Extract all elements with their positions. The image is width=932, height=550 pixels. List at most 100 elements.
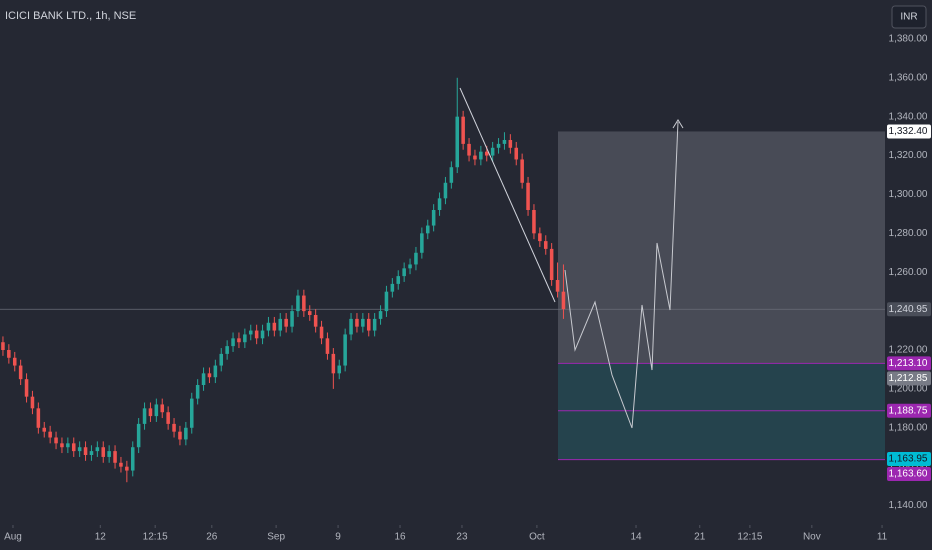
x-tick-label: 14: [630, 532, 642, 543]
x-tick-label: 21: [694, 532, 706, 543]
price-label: 1,240.95: [889, 304, 928, 315]
candle-body: [337, 365, 342, 374]
candle-body: [266, 322, 271, 331]
x-tick-label: Aug: [4, 532, 22, 543]
candle-body: [490, 147, 495, 156]
price-label: 1,212.85: [889, 373, 928, 384]
candle-body: [260, 330, 265, 339]
y-tick-label: 1,220.00: [889, 345, 928, 356]
candle-body: [207, 373, 212, 378]
candle-body: [514, 147, 519, 160]
candle-body: [30, 396, 35, 409]
candle-body: [455, 116, 460, 168]
price-label: 1,213.10: [889, 358, 928, 369]
price-label: 1,163.60: [889, 469, 928, 480]
candle-body: [243, 334, 247, 343]
candle-body: [296, 295, 300, 312]
currency-label[interactable]: INR: [900, 12, 917, 23]
entry-zone: [558, 410, 885, 460]
price-label: 1,332.40: [889, 126, 928, 137]
candle-body: [60, 443, 64, 448]
price-label-box: [887, 403, 931, 418]
x-tick-label: Oct: [529, 532, 545, 543]
candle-body: [113, 451, 117, 463]
candle-body: [125, 466, 129, 471]
x-tick-label: 16: [394, 532, 406, 543]
price-label-box: [887, 451, 931, 466]
candle-body: [290, 311, 294, 327]
y-tick-label: 1,140.00: [889, 500, 928, 511]
projection-path: [564, 121, 679, 429]
candle-body: [83, 447, 88, 455]
candle-body: [343, 334, 347, 366]
candle-body: [307, 311, 312, 315]
candle-body: [12, 357, 17, 366]
candle-body: [66, 443, 70, 448]
candle-body: [95, 447, 100, 452]
candle-body: [136, 423, 141, 448]
candle-body: [160, 404, 165, 413]
candle-body: [119, 462, 123, 467]
price-label: 1,188.75: [889, 405, 928, 416]
candle-body: [107, 451, 111, 457]
candle-body: [77, 447, 82, 452]
candle-body: [431, 210, 436, 226]
x-tick-label: 23: [456, 532, 468, 543]
candle-body: [272, 322, 277, 331]
candle-body: [225, 346, 229, 354]
x-tick-label: 12:15: [737, 532, 762, 543]
x-tick-label: 11: [877, 532, 888, 543]
currency-button[interactable]: [891, 5, 927, 29]
y-tick-label: 1,280.00: [889, 228, 928, 239]
candle-body: [302, 295, 306, 312]
y-tick-label: 1,300.00: [889, 189, 928, 200]
candle-body: [54, 437, 58, 444]
y-tick-label: 1,340.00: [889, 111, 928, 122]
candle-body: [331, 353, 336, 374]
candle-body: [142, 408, 147, 424]
candle-body: [526, 182, 530, 210]
candle-body: [248, 330, 253, 335]
candle-body: [502, 140, 507, 144]
y-tick-label: 1,380.00: [889, 34, 928, 45]
candle-body: [420, 233, 424, 253]
candle-body: [508, 140, 513, 148]
candle-body: [71, 443, 76, 452]
candle-body: [384, 291, 389, 312]
price-label-box: [887, 124, 931, 139]
candle-body: [148, 408, 153, 417]
candle-body: [184, 427, 188, 440]
x-tick-label: 9: [335, 532, 341, 543]
entry-zone: [558, 363, 885, 411]
candle-body: [231, 338, 235, 347]
candle-body: [372, 318, 377, 331]
candle-body: [361, 318, 365, 327]
price-label-box: [887, 356, 931, 371]
candle-body: [349, 318, 353, 335]
candle-body: [425, 225, 430, 234]
y-tick-label: 1,360.00: [889, 72, 928, 83]
chart-title: ICICI BANK LTD., 1h, NSE: [5, 10, 136, 22]
price-label-box: [887, 371, 931, 386]
candle-body: [219, 353, 224, 366]
candle-body: [189, 398, 194, 428]
candle-body: [408, 264, 412, 269]
candle-body: [532, 210, 536, 234]
candle-body: [42, 427, 47, 432]
candle-body: [237, 338, 241, 343]
candle-body: [378, 311, 383, 319]
price-label-box: [887, 466, 931, 481]
x-tick-label: Sep: [267, 532, 285, 543]
candle-body: [130, 447, 135, 471]
candle-body: [561, 291, 566, 310]
candle-body: [18, 365, 23, 380]
candle-body: [36, 408, 41, 428]
candle-body: [520, 159, 524, 183]
candle-body: [543, 241, 548, 249]
y-tick-label: 1,200.00: [889, 384, 928, 395]
candle-body: [313, 315, 318, 327]
y-tick-label: 1,180.00: [889, 422, 928, 433]
candle-body: [213, 365, 218, 378]
candle-body: [284, 318, 288, 327]
